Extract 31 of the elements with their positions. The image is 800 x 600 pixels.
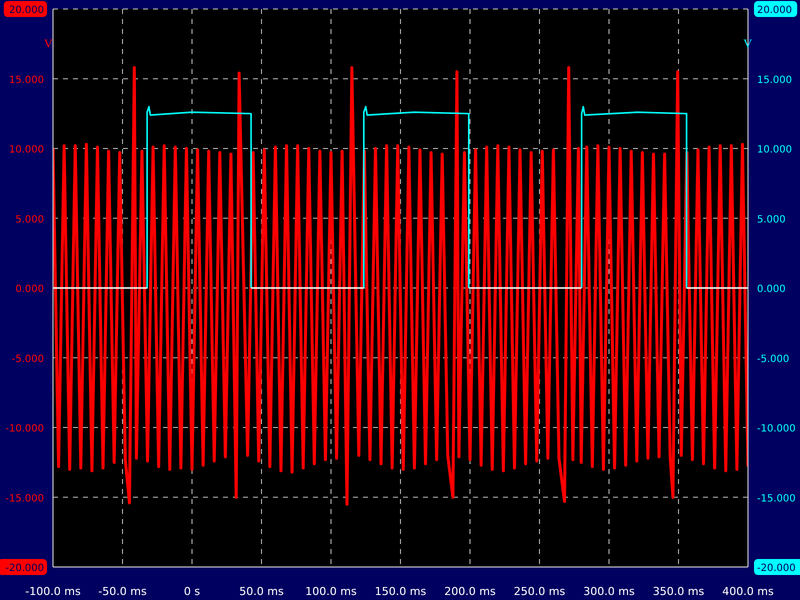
y2-tick-label: -5.000 — [757, 354, 790, 365]
x-tick-label: 250.0 ms — [514, 584, 566, 598]
x-tick-label: 300.0 ms — [583, 584, 635, 598]
y-tick-label: 5.000 — [15, 214, 44, 226]
y2-tick-label: 15.000 — [757, 74, 792, 86]
x-tick-label: 400.0 ms — [722, 584, 774, 598]
y2-tick-label: -20.000 — [757, 563, 796, 574]
y2-tick-label: 10.000 — [757, 144, 792, 156]
y2-tick-label: -15.000 — [757, 493, 796, 504]
x-tick-label: -50.0 ms — [98, 584, 147, 598]
y2-tick-label: 5.000 — [757, 214, 786, 226]
y-tick-label: 0.000 — [15, 284, 44, 295]
y-tick-label: -5.000 — [12, 354, 44, 365]
line-series — [53, 66, 748, 506]
y-tick-label: -15.000 — [5, 493, 44, 504]
x-tick-label: 100.0 ms — [305, 584, 357, 598]
y-tick-label: -10.000 — [5, 424, 44, 434]
y-axis-title: V — [44, 36, 53, 51]
x-tick-label: 150.0 ms — [374, 584, 426, 598]
y-tick-label: 20.000 — [9, 5, 44, 16]
y-tick-label: 10.000 — [9, 144, 44, 156]
x-tick-label: 350.0 ms — [652, 584, 704, 598]
x-tick-label: -100.0 ms — [25, 584, 81, 598]
y2-tick-label: -10.000 — [757, 424, 796, 434]
y2-tick-label: 20.000 — [757, 5, 792, 16]
x-tick-label: 200.0 ms — [444, 584, 496, 598]
y2-tick-label: 0.000 — [757, 284, 786, 295]
x-tick-label: 50.0 ms — [239, 584, 284, 598]
y-tick-label: -20.000 — [5, 563, 44, 574]
x-tick-label: 0 s — [184, 584, 200, 598]
y-tick-label: 15.000 — [9, 74, 44, 86]
